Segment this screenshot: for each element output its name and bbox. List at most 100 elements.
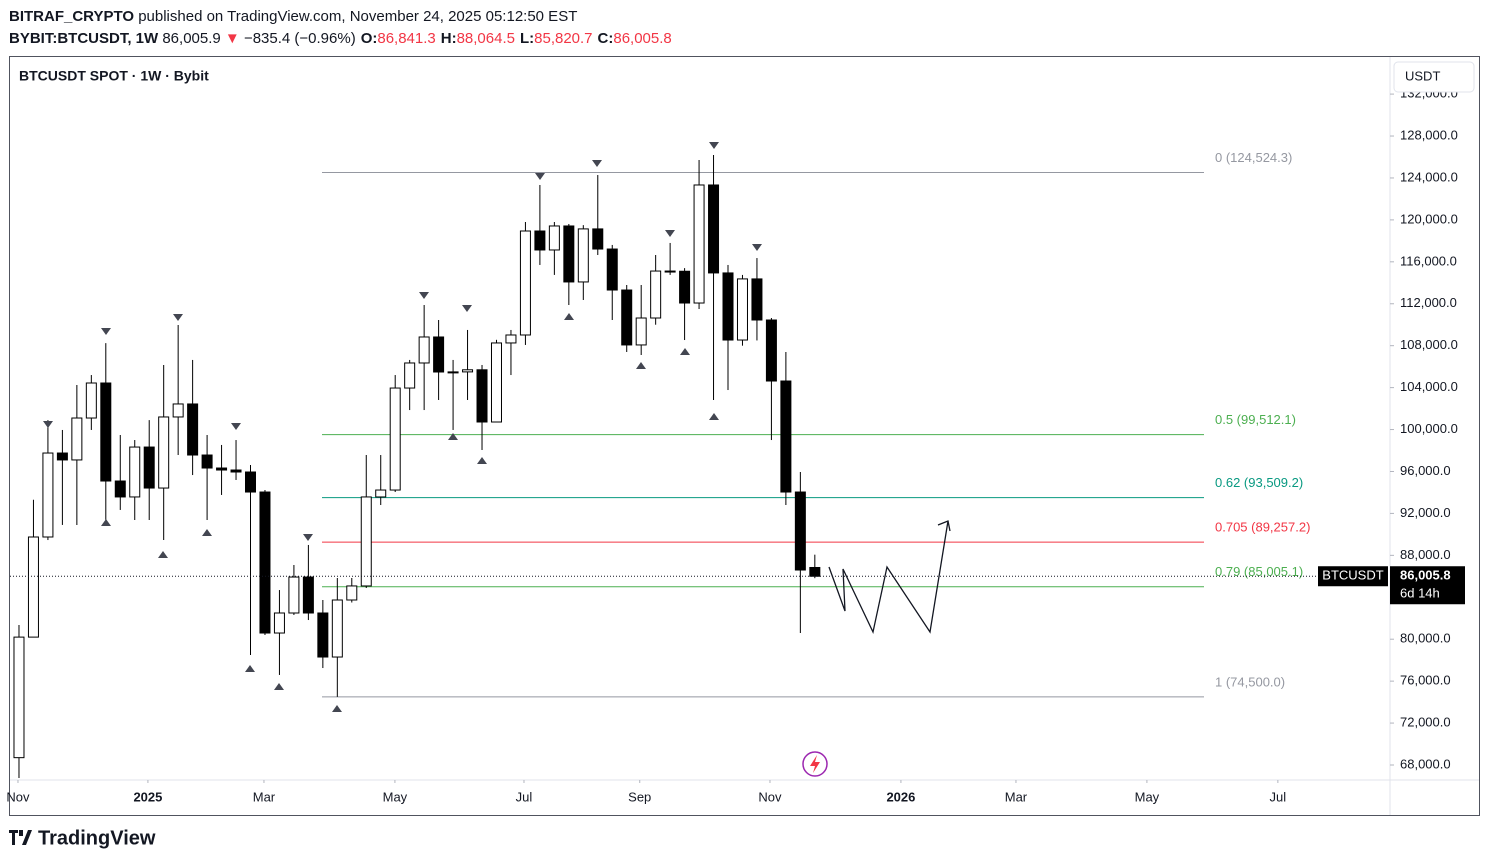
candle-body bbox=[606, 248, 618, 291]
x-tick-label: Jul bbox=[1270, 789, 1287, 804]
x-tick-label: Mar bbox=[253, 789, 276, 804]
candle-body bbox=[519, 230, 531, 336]
price-tag bbox=[1390, 566, 1465, 605]
ohlc-value: 86,841.3 bbox=[377, 30, 435, 47]
y-tick-label: 124,000.0 bbox=[1400, 169, 1458, 184]
currency: USDT bbox=[1405, 68, 1440, 83]
y-tick-label: 104,000.0 bbox=[1400, 379, 1458, 394]
candle-body bbox=[765, 319, 777, 382]
candle-body bbox=[13, 636, 25, 759]
y-tick-label: 68,000.0 bbox=[1400, 756, 1451, 771]
candle-body bbox=[259, 491, 271, 634]
x-tick-label: 2026 bbox=[886, 789, 915, 804]
x-tick-label: 2025 bbox=[133, 789, 162, 804]
x-tick-label: May bbox=[1135, 789, 1160, 804]
y-tick-label: 88,000.0 bbox=[1400, 547, 1451, 562]
candle-body bbox=[462, 369, 474, 373]
candle-body bbox=[158, 416, 170, 489]
candle-body bbox=[114, 480, 126, 498]
candle-body bbox=[245, 471, 257, 493]
candle-body bbox=[216, 467, 228, 471]
y-tick-label: 108,000.0 bbox=[1400, 337, 1458, 352]
ohlc-value: 85,820.7 bbox=[534, 30, 592, 47]
price-tag-label: 86,005.8 bbox=[1400, 568, 1451, 583]
candle-body bbox=[548, 225, 560, 251]
candle-body bbox=[288, 576, 300, 614]
candle-body bbox=[418, 336, 430, 364]
event-icon-bolt bbox=[810, 755, 820, 773]
candle-body bbox=[635, 317, 647, 346]
candle-body bbox=[563, 225, 575, 283]
candle-body bbox=[736, 278, 748, 341]
candle-body bbox=[27, 536, 39, 638]
candle-body bbox=[534, 230, 546, 251]
brand-logo bbox=[9, 830, 32, 845]
candle-body bbox=[172, 403, 184, 418]
ohlc-value: 88,064.5 bbox=[457, 30, 515, 47]
published: published on TradingView.com, November 2… bbox=[138, 8, 577, 25]
candle-body bbox=[56, 452, 68, 461]
fib-label: 0.5 (99,512.1) bbox=[1215, 412, 1296, 427]
candle-body bbox=[708, 184, 720, 274]
ohlc-value: 86,005.8 bbox=[613, 30, 671, 47]
price-countdown: 6d 14h bbox=[1400, 586, 1440, 601]
candle-body bbox=[621, 289, 633, 346]
candle-body bbox=[447, 371, 459, 374]
candle-body bbox=[375, 489, 387, 498]
candle-body bbox=[71, 417, 83, 461]
projection-arrowhead bbox=[937, 520, 951, 532]
y-tick-label: 92,000.0 bbox=[1400, 505, 1451, 520]
series-tag bbox=[1318, 566, 1388, 587]
candle-body bbox=[577, 228, 589, 283]
y-tick-label: 128,000.0 bbox=[1400, 127, 1458, 142]
fib-label: 0 (124,524.3) bbox=[1215, 150, 1292, 165]
candle-body bbox=[433, 336, 445, 373]
plot-area: 68,000.072,000.076,000.080,000.084,000.0… bbox=[6, 86, 1465, 804]
candle-body bbox=[129, 446, 141, 498]
y-tick-label: 72,000.0 bbox=[1400, 715, 1451, 730]
x-tick-label: Mar bbox=[1005, 789, 1028, 804]
header-line-2: BYBIT:BTCUSDT, 1W 86,005.9 ▼ −835.4 (−0.… bbox=[9, 30, 672, 47]
series-tag-label: BTCUSDT bbox=[1322, 568, 1383, 583]
y-tick-label: 96,000.0 bbox=[1400, 463, 1451, 478]
candle-body bbox=[273, 612, 285, 634]
y-tick-label: 120,000.0 bbox=[1400, 211, 1458, 226]
currency-button[interactable] bbox=[1393, 61, 1475, 93]
chart-legend: BTCUSDT SPOT · 1W · Bybit bbox=[19, 68, 209, 84]
candle-body bbox=[664, 270, 676, 273]
candle-body bbox=[346, 585, 358, 601]
fib-label: 0.705 (89,257.2) bbox=[1215, 520, 1310, 535]
chart-frame bbox=[9, 56, 1480, 816]
projection-path bbox=[828, 520, 949, 635]
candle-body bbox=[100, 382, 112, 482]
fib-label: 0.62 (93,509.2) bbox=[1215, 475, 1303, 490]
y-tick-label: 100,000.0 bbox=[1400, 421, 1458, 436]
brand: TradingView bbox=[38, 827, 156, 849]
x-tick-label: Sep bbox=[628, 789, 651, 804]
candle-body bbox=[302, 576, 314, 614]
candle-body bbox=[592, 228, 604, 250]
author: BITRAF_CRYPTO bbox=[9, 8, 134, 25]
candle-body bbox=[404, 362, 416, 389]
ohlc-label: O: bbox=[361, 30, 378, 47]
candle-body bbox=[490, 342, 502, 423]
fib-label: 1 (74,500.0) bbox=[1215, 674, 1285, 689]
x-tick-label: Nov bbox=[758, 789, 782, 804]
candle-body bbox=[505, 334, 517, 344]
header-line-1: BITRAF_CRYPTO published on TradingView.c… bbox=[9, 8, 577, 25]
arrow: ▼ bbox=[225, 30, 240, 47]
candle-body bbox=[187, 403, 199, 456]
change: −835.4 (−0.96%) bbox=[244, 30, 356, 47]
candle-body bbox=[476, 369, 488, 423]
candle-body bbox=[780, 380, 792, 493]
candle-body bbox=[42, 452, 54, 538]
candle-body bbox=[751, 278, 763, 321]
y-tick-label: 112,000.0 bbox=[1400, 295, 1457, 310]
candle-body bbox=[317, 612, 329, 658]
candle-body bbox=[389, 387, 401, 491]
candle-body bbox=[650, 270, 662, 319]
candle-body bbox=[201, 454, 213, 469]
ohlc-label: H: bbox=[441, 30, 457, 47]
